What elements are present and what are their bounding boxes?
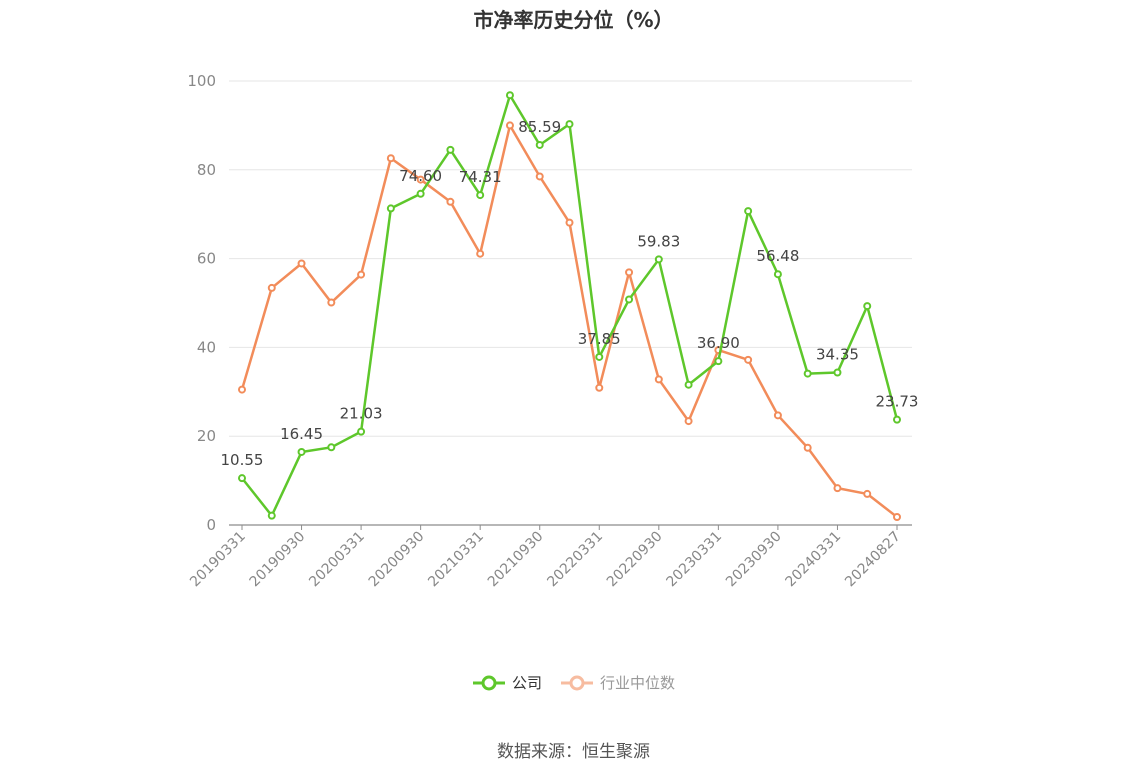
legend-item-company[interactable]: 公司 xyxy=(472,672,542,693)
data-point xyxy=(595,352,604,361)
x-tick-label: 20200331 xyxy=(306,529,368,591)
data-point xyxy=(833,368,842,377)
x-tick-label: 20190331 xyxy=(187,529,249,591)
data-point xyxy=(803,369,812,378)
x-tick-label: 20230331 xyxy=(663,529,725,591)
data-label: 74.31 xyxy=(459,168,502,186)
data-point xyxy=(446,145,455,154)
data-point xyxy=(684,417,693,426)
data-point xyxy=(327,298,336,307)
x-tick-label: 20200930 xyxy=(366,529,428,591)
data-labels: 10.55 16.45 21.03 74.60 74.31 85.59 37.85 59.83… xyxy=(221,118,919,469)
x-tick-label: 20220930 xyxy=(604,529,666,591)
x-tick-label: 20240331 xyxy=(783,529,845,591)
data-point xyxy=(416,189,425,198)
data-label: 37.85 xyxy=(578,330,621,348)
data-label: 74.60 xyxy=(399,167,442,185)
data-point xyxy=(893,415,901,424)
legend-label-industry: 行业中位数 xyxy=(600,674,676,692)
data-point xyxy=(684,380,693,389)
data-label: 23.73 xyxy=(876,393,919,411)
data-point xyxy=(565,218,574,227)
data-point xyxy=(714,357,723,366)
data-point xyxy=(773,270,782,279)
data-point xyxy=(535,172,544,181)
series-line xyxy=(240,124,898,518)
data-point xyxy=(863,302,872,311)
data-point xyxy=(595,383,604,392)
legend: 公司 行业中位数 xyxy=(0,672,1147,693)
data-point xyxy=(773,411,782,420)
data-point xyxy=(267,283,276,292)
x-tick-label: 20220331 xyxy=(544,529,606,591)
data-point xyxy=(357,270,366,279)
data-label: 34.35 xyxy=(816,345,859,363)
data-point xyxy=(297,259,306,268)
x-tick-label: 20230930 xyxy=(723,529,785,591)
y-tick-label: 0 xyxy=(206,516,216,534)
y-tick-label: 80 xyxy=(197,161,216,179)
data-point xyxy=(446,197,455,206)
data-point xyxy=(565,120,574,129)
y-tick-label: 40 xyxy=(197,338,216,356)
data-point xyxy=(535,140,544,149)
legend-label-company: 公司 xyxy=(511,674,542,692)
data-point xyxy=(386,204,395,213)
data-point xyxy=(238,474,246,483)
data-point xyxy=(833,484,842,493)
legend-industry-marker-icon xyxy=(561,675,593,690)
source-note: 数据来源：恒生聚源 xyxy=(497,742,650,762)
series xyxy=(238,91,901,522)
data-point xyxy=(625,295,634,304)
data-label: 36.90 xyxy=(697,334,740,352)
data-label: 85.59 xyxy=(518,118,561,136)
data-point xyxy=(297,447,306,456)
series-line xyxy=(241,93,899,517)
x-tick-label: 20210331 xyxy=(425,529,487,591)
data-point xyxy=(654,375,663,384)
data-point xyxy=(744,207,753,216)
x-tick-label: 20210930 xyxy=(485,529,547,591)
data-point xyxy=(505,121,514,130)
data-point xyxy=(625,268,634,277)
data-label: 16.45 xyxy=(280,425,323,443)
data-label: 59.83 xyxy=(637,232,680,250)
data-point xyxy=(505,91,514,100)
data-point xyxy=(416,175,425,184)
data-point xyxy=(238,385,246,394)
data-point xyxy=(386,154,395,163)
data-point xyxy=(476,249,485,258)
chart-title: 市净率历史分位（%） xyxy=(473,8,674,32)
data-point xyxy=(327,443,336,452)
data-point xyxy=(267,511,276,520)
data-point xyxy=(744,355,753,364)
data-point xyxy=(803,443,812,452)
line-chart: 0 20 40 60 80 100 2019033120190930202003312020… xyxy=(187,72,919,590)
y-tick-label: 100 xyxy=(187,72,216,90)
legend-item-industry[interactable]: 行业中位数 xyxy=(560,672,675,693)
series-company xyxy=(238,91,901,520)
data-label: 10.55 xyxy=(221,451,264,469)
x-tick-label: 20190930 xyxy=(247,529,309,591)
series-industry xyxy=(238,121,901,522)
axes: 0 20 40 60 80 100 2019033120190930202003312020… xyxy=(187,72,912,590)
data-point xyxy=(863,489,872,498)
data-point xyxy=(476,191,485,200)
x-tick-label: 20240827 xyxy=(842,529,904,591)
data-point xyxy=(357,427,366,436)
data-point xyxy=(654,255,663,264)
legend-company-marker-icon xyxy=(472,675,505,690)
y-tick-label: 60 xyxy=(197,250,216,268)
data-label: 21.03 xyxy=(340,405,383,423)
y-tick-label: 20 xyxy=(197,427,216,445)
data-point xyxy=(893,513,901,522)
data-label: 56.48 xyxy=(756,247,799,265)
